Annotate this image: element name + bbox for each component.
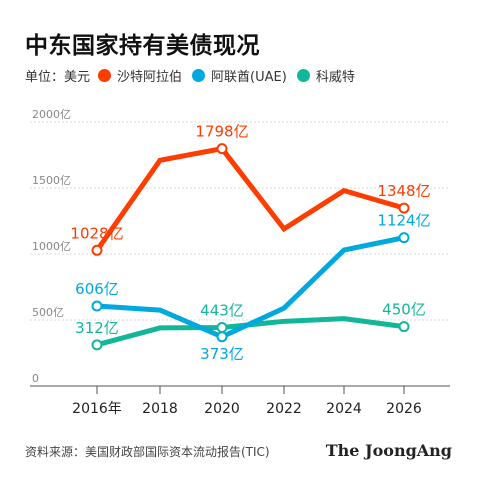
x-tick-label: 2026	[386, 401, 422, 417]
legend-dot-saudi	[98, 68, 112, 82]
data-label: 1348亿	[377, 182, 430, 200]
data-point-marker	[398, 202, 410, 214]
y-tick-label: 0	[32, 372, 39, 385]
x-tick-label: 2016年	[72, 401, 122, 417]
series-line-0	[94, 145, 405, 252]
data-point-marker	[216, 331, 228, 343]
legend-item-kuwait: 科威特	[296, 66, 355, 85]
data-label: 443亿	[200, 302, 244, 320]
y-tick-label: 1000亿	[32, 240, 71, 253]
chart-title: 中东国家持有美债现况	[25, 33, 260, 59]
y-tick-label: 500亿	[32, 306, 64, 319]
x-tick-label: 2024	[326, 401, 362, 417]
data-label: 450亿	[382, 301, 426, 319]
legend-label-uae: 阿联酋(UAE)	[211, 69, 287, 85]
legend-label-saudi: 沙特阿拉伯	[117, 69, 183, 85]
source-note: 资料来源：美国财政部国际资本流动报告(TIC)	[25, 445, 270, 459]
series-line-1	[96, 235, 405, 340]
data-point-marker	[216, 143, 228, 155]
x-tick-label: 2022	[266, 401, 302, 417]
x-tick-label: 2020	[204, 401, 240, 417]
data-point-marker	[398, 321, 410, 333]
legend-item-saudi: 沙特阿拉伯	[98, 66, 182, 85]
x-tick-label: 2018	[142, 401, 178, 417]
data-point-marker	[216, 322, 228, 334]
data-point-marker	[398, 232, 410, 244]
legend-dot-uae	[192, 68, 206, 82]
data-label: 1798亿	[195, 123, 248, 141]
data-point-marker	[91, 244, 103, 256]
data-label: 606亿	[75, 280, 119, 298]
brand-logo: The JoongAng	[325, 441, 452, 460]
data-label: 1124亿	[377, 212, 430, 230]
y-tick-label: 2000亿	[32, 108, 71, 121]
legend-item-uae: 阿联酋(UAE)	[192, 66, 287, 85]
legend: 单位：美元 沙特阿拉伯 阿联酋(UAE) 科威特	[25, 66, 365, 85]
data-label: 373亿	[200, 345, 244, 363]
legend-dot-kuwait	[296, 68, 310, 82]
data-label: 312亿	[75, 319, 119, 337]
y-tick-label: 1500亿	[32, 174, 71, 187]
data-point-marker	[91, 300, 103, 312]
unit-label: 单位：美元	[25, 69, 91, 85]
data-label: 1028亿	[70, 224, 123, 242]
data-point-marker	[91, 339, 103, 351]
legend-label-kuwait: 科威特	[315, 69, 355, 85]
